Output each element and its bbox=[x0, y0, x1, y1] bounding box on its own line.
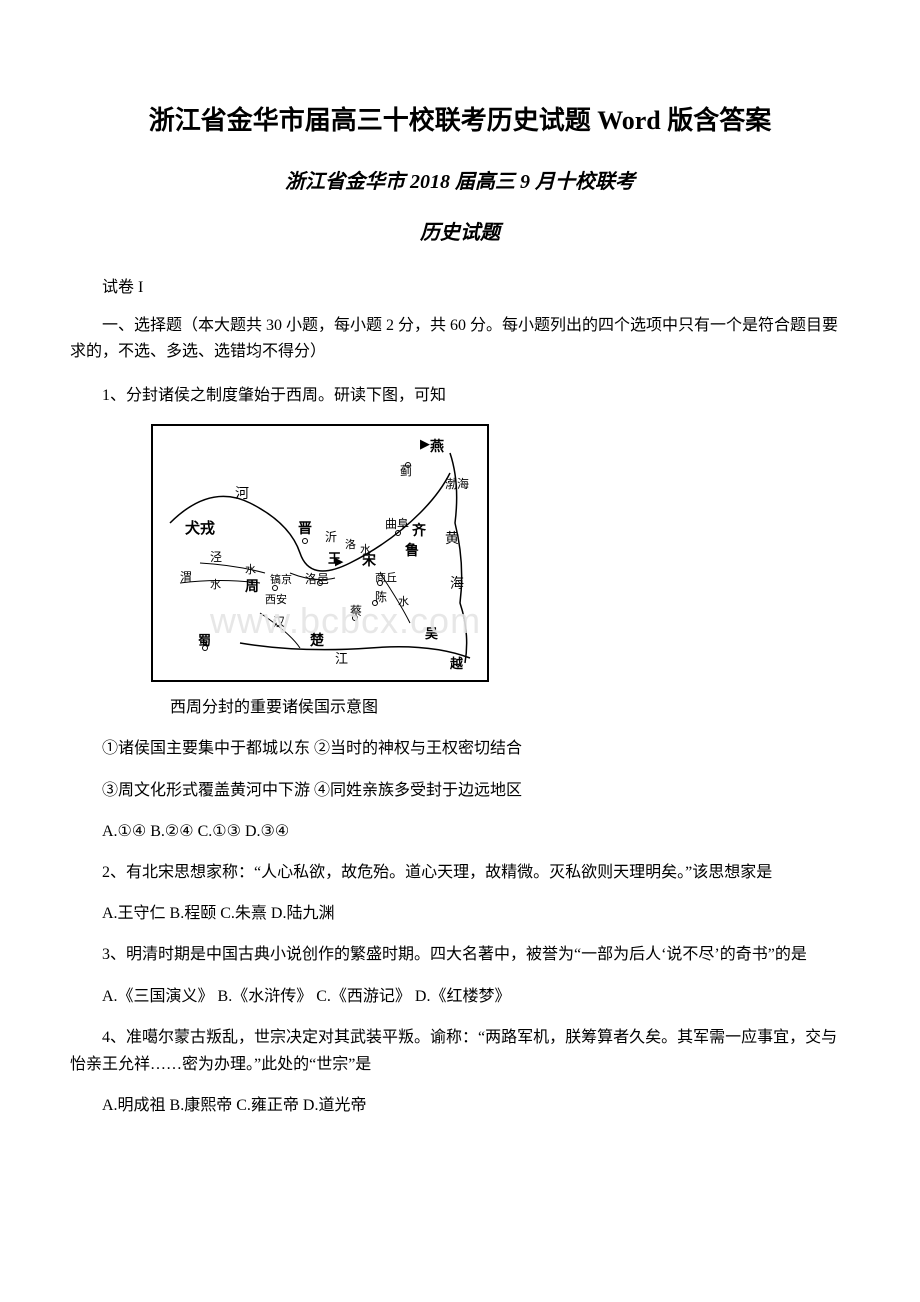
label-zhou: 周 bbox=[245, 579, 259, 595]
figure-caption: 西周分封的重要诸侯国示意图 bbox=[170, 693, 850, 717]
watermark-text: www.bcbcx.com bbox=[209, 600, 481, 641]
label-qi: 齐 bbox=[412, 522, 427, 539]
q1-statement2: ③周文化形式覆盖黄河中下游 ④同姓亲族多受封于边远地区 bbox=[70, 777, 850, 804]
q4-stem: 4、准噶尔蒙古叛乱，世宗决定对其武装平叛。谕称：“两路军机，朕筹算者久矣。其军需… bbox=[70, 1024, 850, 1078]
exam-title: 历史试题 bbox=[70, 216, 850, 245]
q2-stem: 2、有北宋思想家称：“人心私欲，故危殆。道心天理，故精微。灭私欲则天理明矣。”该… bbox=[70, 859, 850, 886]
section-label: 试卷 I bbox=[70, 273, 850, 297]
marker-yan: ▶ bbox=[420, 436, 430, 451]
label-haojing: 镐京 bbox=[270, 572, 292, 586]
label-shui2: 水 bbox=[210, 578, 221, 591]
label-ji: 蓟 bbox=[400, 464, 412, 478]
label-jing: 泾 bbox=[210, 550, 222, 564]
label-luo-r: 洛 bbox=[345, 537, 356, 551]
label-lu: 鲁 bbox=[404, 542, 419, 559]
label-shangqiu: 商丘 bbox=[375, 570, 397, 584]
label-bohai: 渤海 bbox=[445, 476, 469, 491]
instruction-text: 一、选择题（本大题共 30 小题，每小题 2 分，共 60 分。每小题列出的四个… bbox=[70, 313, 850, 364]
subtitle: 浙江省金华市 2018 届高三 9 月十校联考 bbox=[70, 165, 850, 194]
q3-stem: 3、明清时期是中国古典小说创作的繁盛时期。四大名著中，被誉为“一部为后人‘说不尽… bbox=[70, 941, 850, 968]
q2-options: A.王守仁 B.程颐 C.朱熹 D.陆九渊 bbox=[70, 900, 850, 927]
q1-stem: 1、分封诸侯之制度肇始于西周。研读下图，可知 bbox=[70, 382, 850, 409]
label-jiang: 江 bbox=[335, 651, 348, 666]
label-yi: 沂 bbox=[325, 530, 337, 544]
label-huang: 黄 bbox=[445, 530, 459, 547]
label-song: 宋 bbox=[361, 552, 377, 569]
label-yue: 越 bbox=[449, 656, 464, 671]
label-jin: 晋 bbox=[298, 521, 312, 537]
label-qufu: 曲阜 bbox=[385, 517, 409, 531]
label-he: 河 bbox=[235, 486, 249, 502]
label-quanrong: 犬戎 bbox=[185, 519, 215, 537]
label-yan: 燕 bbox=[430, 438, 444, 455]
q3-options: A.《三国演义》 B.《水浒传》 C.《西游记》 D.《红楼梦》 bbox=[70, 983, 850, 1010]
q1-options: A.①④ B.②④ C.①③ D.③④ bbox=[70, 818, 850, 845]
q4-options: A.明成祖 B.康熙帝 C.雍正帝 D.道光帝 bbox=[70, 1092, 850, 1119]
main-title: 浙江省金华市届高三十校联考历史试题 Word 版含答案 bbox=[70, 100, 850, 137]
label-luoyi: 洛邑 bbox=[305, 571, 329, 586]
label-hai: 海 bbox=[450, 576, 464, 592]
map-figure: ▶ ▶ 燕 蓟 渤海 河 犬戎 晋 沂 洛 水 曲阜 齐 黄 泾 水 王 宋 鲁… bbox=[150, 423, 850, 683]
label-shui1: 水 bbox=[245, 563, 256, 576]
label-wei-r: 渭 bbox=[180, 570, 192, 584]
q1-statement1: ①诸侯国主要集中于都城以东 ②当时的神权与王权密切结合 bbox=[70, 735, 850, 762]
label-wang: 王 bbox=[328, 551, 341, 566]
